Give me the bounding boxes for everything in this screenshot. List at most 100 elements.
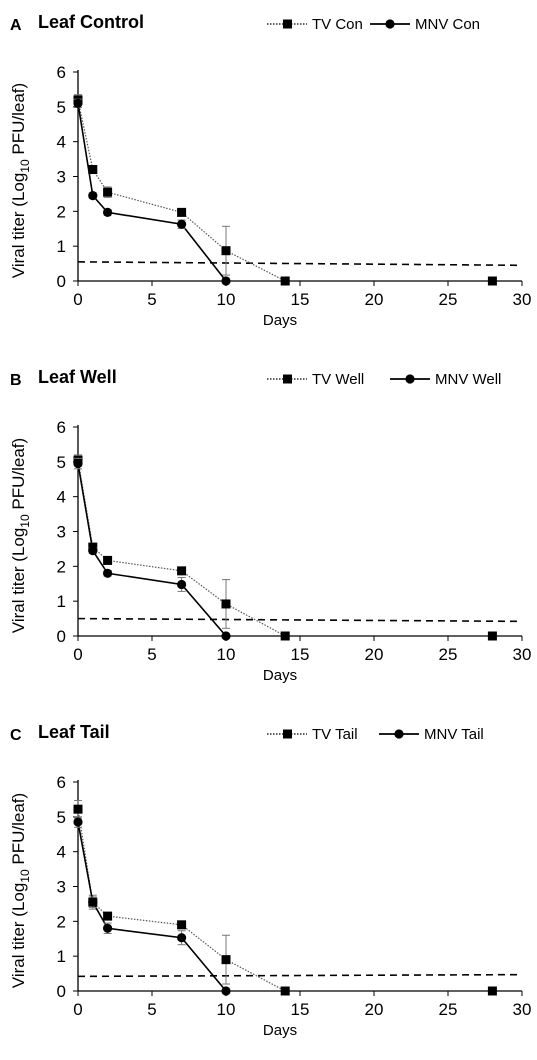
- y-axis-title-sub-a: 10: [18, 159, 32, 173]
- panel-title-b: Leaf Well: [38, 367, 117, 387]
- legend-marker-circle-c-1: [394, 729, 404, 739]
- x-tick-label-a-0: 0: [73, 290, 82, 309]
- y-axis-title-b: Viral titer (Log10 PFU/leaf): [9, 438, 32, 633]
- legend-marker-square-b-0: [283, 374, 292, 384]
- data-point-circle-a-1-0: [73, 98, 83, 108]
- data-point-square-b-0-3: [177, 566, 187, 576]
- legend-label-c-1: MNV Tail: [424, 726, 484, 743]
- y-tick-label-c-3: 3: [57, 878, 66, 897]
- chart-svg-a: A Leaf Control TV Con MNV Con 0 1 2 3 4 5 6 0 5 10 15 2…: [9, 12, 532, 329]
- legend-item-a-1: MNV Con: [370, 16, 480, 33]
- y-axis-title-sub-c: 10: [18, 869, 32, 883]
- series-line-b-0: [77, 459, 286, 637]
- x-tick-label-c-20: 20: [365, 1000, 384, 1019]
- data-point-square-b-0-6: [487, 631, 497, 641]
- y-axis-title-c: Viral titer (Log10 PFU/leaf): [9, 793, 32, 988]
- data-point-circle-c-1-2: [103, 923, 113, 933]
- x-tick-label-c-25: 25: [439, 1000, 458, 1019]
- legend-marker-square-c-0: [283, 729, 292, 739]
- data-point-circle-a-1-1: [88, 191, 98, 201]
- x-tick-label-c-30: 30: [513, 1000, 532, 1019]
- y-axis-title-a: Viral titer (Log10 PFU/leaf): [9, 83, 32, 278]
- y-tick-label-b-2: 2: [57, 557, 66, 576]
- data-point-square-c-0-6: [487, 986, 497, 996]
- x-tick-label-c-15: 15: [291, 1000, 310, 1019]
- panel-letter-a: A: [10, 17, 22, 34]
- data-point-square-c-0-3: [177, 920, 187, 930]
- data-point-square-c-0-0: [73, 804, 83, 814]
- y-tick-label-a-4: 4: [57, 133, 66, 152]
- x-tick-label-c-0: 0: [73, 1000, 82, 1019]
- y-tick-label-c-0: 0: [57, 982, 66, 1001]
- x-tick-label-b-0: 0: [73, 645, 82, 664]
- data-point-square-c-0-2: [103, 911, 113, 921]
- data-point-circle-c-1-4: [221, 986, 231, 996]
- x-tick-label-a-30: 30: [513, 290, 532, 309]
- data-point-circle-a-1-3: [177, 219, 187, 229]
- x-tick-label-b-10: 10: [217, 645, 236, 664]
- y-tick-label-a-5: 5: [57, 98, 66, 117]
- x-tick-label-b-15: 15: [291, 645, 310, 664]
- legend-label-a-1: MNV Con: [415, 16, 480, 33]
- legend-label-c-0: TV Tail: [312, 726, 358, 743]
- panel-letter-b: B: [10, 372, 22, 389]
- data-point-square-b-0-2: [103, 555, 113, 565]
- data-point-square-a-0-3: [177, 207, 187, 217]
- panel-title-c: Leaf Tail: [38, 722, 110, 742]
- x-axis-title-a: Days: [263, 312, 297, 329]
- y-tick-label-a-1: 1: [57, 237, 66, 256]
- x-tick-label-a-5: 5: [147, 290, 156, 309]
- data-point-circle-c-1-0: [73, 817, 83, 827]
- legend-label-b-1: MNV Well: [435, 371, 501, 388]
- data-point-circle-a-1-2: [103, 207, 113, 217]
- legend-item-a-0: TV Con: [267, 16, 363, 33]
- legend-item-b-1: MNV Well: [390, 371, 501, 388]
- chart-svg-b: B Leaf Well TV Well MNV Well 0 1 2 3 4 5 6 0 5 10 15 20…: [9, 367, 531, 684]
- y-tick-label-a-6: 6: [57, 63, 66, 82]
- legend-label-a-0: TV Con: [312, 16, 363, 33]
- y-tick-label-b-1: 1: [57, 592, 66, 611]
- y-tick-label-c-5: 5: [57, 808, 66, 827]
- series-line-c-1: [77, 821, 227, 992]
- data-point-square-c-0-5: [280, 986, 290, 996]
- x-tick-label-c-5: 5: [147, 1000, 156, 1019]
- y-tick-label-a-0: 0: [57, 272, 66, 291]
- y-tick-label-b-5: 5: [57, 453, 66, 472]
- data-point-circle-c-1-1: [88, 897, 98, 907]
- x-axis-title-b: Days: [263, 667, 297, 684]
- chart-svg-c: C Leaf Tail TV Tail MNV Tail 0 1 2 3 4 5 6 0 5 10 15 20…: [9, 722, 532, 1039]
- legend-marker-square-a-0: [283, 19, 292, 29]
- series-line-c-0: [77, 809, 286, 992]
- y-tick-label-c-2: 2: [57, 912, 66, 931]
- y-axis-title-part-c: Viral titer (Log: [9, 883, 28, 989]
- data-point-square-a-0-6: [487, 276, 497, 286]
- panel-title-a: Leaf Control: [38, 12, 144, 32]
- data-point-square-a-0-5: [280, 276, 290, 286]
- detection-limit-line-b: [77, 617, 523, 623]
- x-tick-label-a-25: 25: [439, 290, 458, 309]
- panel-letter-c: C: [10, 727, 22, 744]
- x-tick-label-c-10: 10: [217, 1000, 236, 1019]
- legend-item-c-1: MNV Tail: [379, 726, 484, 743]
- data-point-square-b-0-5: [280, 631, 290, 641]
- data-point-square-a-0-1: [88, 165, 98, 175]
- y-tick-label-b-6: 6: [57, 418, 66, 437]
- y-axis-title-part-a: Viral titer (Log: [9, 173, 28, 279]
- x-tick-label-b-20: 20: [365, 645, 384, 664]
- legend-item-b-0: TV Well: [267, 371, 364, 388]
- data-point-circle-b-1-3: [177, 579, 187, 590]
- x-tick-label-a-20: 20: [365, 290, 384, 309]
- x-tick-label-a-10: 10: [217, 290, 236, 309]
- chart-panel-a: A Leaf Control TV Con MNV Con 0 1 2 3 4 5 6 0 5 10 15 2…: [0, 0, 537, 350]
- data-point-circle-c-1-3: [177, 933, 187, 943]
- chart-panel-b: B Leaf Well TV Well MNV Well 0 1 2 3 4 5 6 0 5 10 15 20…: [0, 355, 537, 705]
- y-axis-title-rest-b: PFU/leaf): [9, 438, 28, 515]
- legend-item-c-0: TV Tail: [267, 726, 358, 743]
- data-point-circle-b-1-1: [88, 546, 98, 556]
- x-axis-title-c: Days: [263, 1022, 297, 1039]
- legend-marker-circle-a-1: [385, 19, 395, 29]
- data-point-circle-b-1-0: [73, 458, 83, 469]
- x-tick-label-b-5: 5: [147, 645, 156, 664]
- y-tick-label-a-3: 3: [57, 168, 66, 187]
- y-axis-title-rest-a: PFU/leaf): [9, 83, 28, 160]
